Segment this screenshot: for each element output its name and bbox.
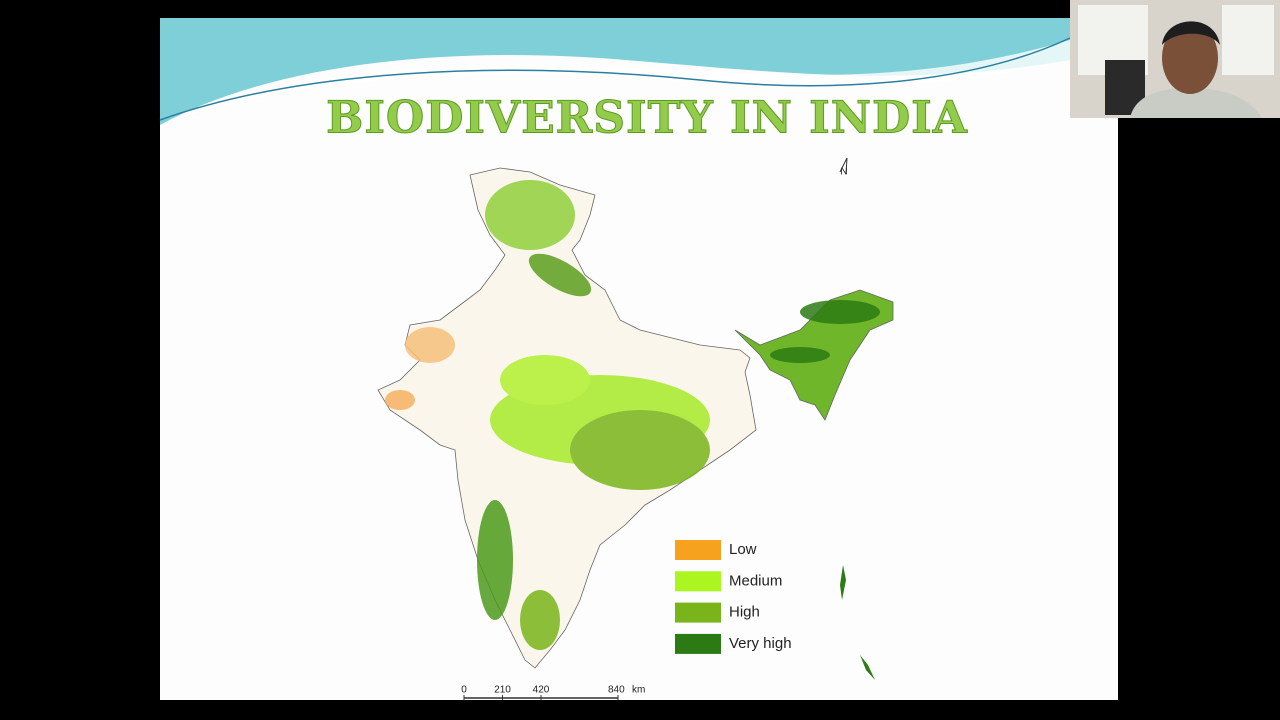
legend-swatch (675, 540, 721, 560)
person-face (1162, 22, 1218, 94)
region (770, 347, 830, 363)
webcam (1070, 0, 1280, 118)
legend-label: High (729, 604, 760, 621)
slide-title: BIODIVERSITY IN INDIA (326, 93, 968, 144)
india-map: N (377, 157, 894, 680)
islands (860, 655, 875, 680)
region (477, 500, 513, 620)
scale-unit: km (632, 685, 645, 696)
region (520, 590, 560, 650)
legend-swatch (675, 633, 721, 654)
north-label: N (840, 167, 847, 178)
scale-label: 0 (461, 685, 467, 696)
islands (840, 565, 846, 600)
legend-swatch (675, 571, 721, 592)
legend-label: Very high (729, 635, 792, 652)
header-wave (160, 18, 1070, 125)
scale-label: 840 (608, 685, 625, 696)
region (528, 253, 592, 297)
region (405, 327, 455, 363)
legend-label: Medium (729, 572, 782, 589)
region (485, 180, 575, 250)
legend: Low Medium High Very high (675, 540, 792, 654)
legend-label: Low (729, 541, 757, 558)
scale-label: 420 (533, 685, 550, 696)
scale-bar: 0 210 420 840 km (461, 685, 645, 700)
vegetation (385, 180, 880, 650)
legend-swatch (675, 602, 721, 623)
person-body (1130, 88, 1262, 118)
region (500, 355, 590, 405)
window (1222, 5, 1274, 75)
person-hair (1162, 21, 1220, 45)
scale-label: 210 (494, 685, 511, 696)
header-line (159, 37, 1071, 121)
region (800, 300, 880, 324)
region (570, 410, 710, 490)
region (385, 390, 415, 410)
north-arrow (839, 157, 848, 175)
